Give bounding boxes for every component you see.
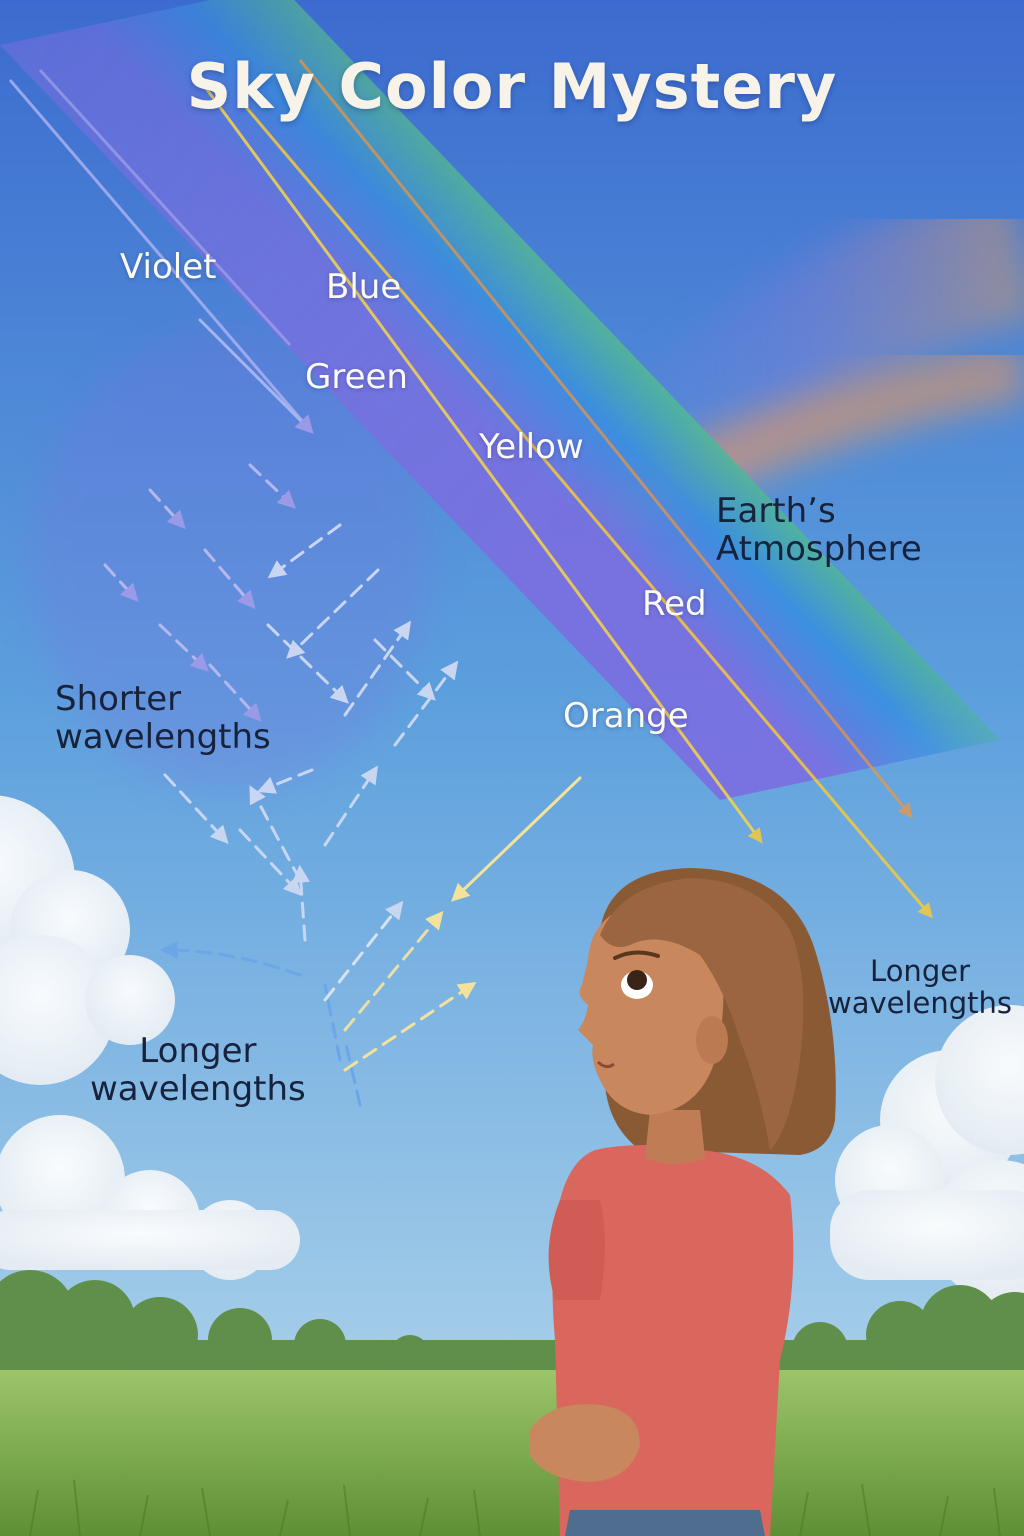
longer-wavelengths-right-label: Longer wavelengths <box>828 955 1012 1020</box>
scattered-light-arrows <box>103 318 582 1107</box>
yellow-label: Yellow <box>479 427 584 467</box>
blue-label: Blue <box>326 267 402 307</box>
green-label: Green <box>305 357 408 397</box>
shorter-label-line2: wavelengths <box>55 717 271 758</box>
red-label: Red <box>642 584 707 624</box>
right-clouds <box>830 1005 1024 1300</box>
girl-ear <box>696 1016 728 1064</box>
orange-label: Orange <box>563 696 689 736</box>
shorter-label-line1: Shorter <box>55 679 182 719</box>
girl-pupil <box>627 970 647 990</box>
girl-hands <box>530 1404 640 1482</box>
girl-mouth <box>596 1060 615 1069</box>
girl-hair-front <box>600 878 804 1150</box>
violet-haze <box>30 330 430 790</box>
page-title: Sky Color Mystery <box>186 50 838 123</box>
longer-left-line1: Longer <box>139 1031 257 1071</box>
longer-right-line1: Longer <box>870 954 970 988</box>
girl-pants <box>565 1510 765 1536</box>
light-beam <box>0 0 1000 800</box>
violet-label: Violet <box>120 247 217 287</box>
atmosphere-label: Earth’s Atmosphere <box>716 492 922 568</box>
atmosphere-label-line1: Earth’s <box>716 491 836 531</box>
grass-blades <box>29 1479 1001 1536</box>
girl-neck <box>645 1110 705 1164</box>
longer-left-line2: wavelengths <box>90 1069 306 1110</box>
girl-character <box>530 868 836 1536</box>
longer-wavelengths-left-label: Longer wavelengths <box>90 1032 306 1108</box>
girl-eyebrow <box>613 950 660 960</box>
beam-edge-lines <box>8 59 933 919</box>
grass-field <box>0 1370 1024 1536</box>
atmosphere-label-line2: Atmosphere <box>716 529 922 570</box>
longer-right-line2: wavelengths <box>828 986 1013 1021</box>
girl-sleeve <box>548 1200 605 1300</box>
left-clouds <box>0 795 300 1280</box>
shorter-wavelengths-label: Shorter wavelengths <box>55 680 271 756</box>
